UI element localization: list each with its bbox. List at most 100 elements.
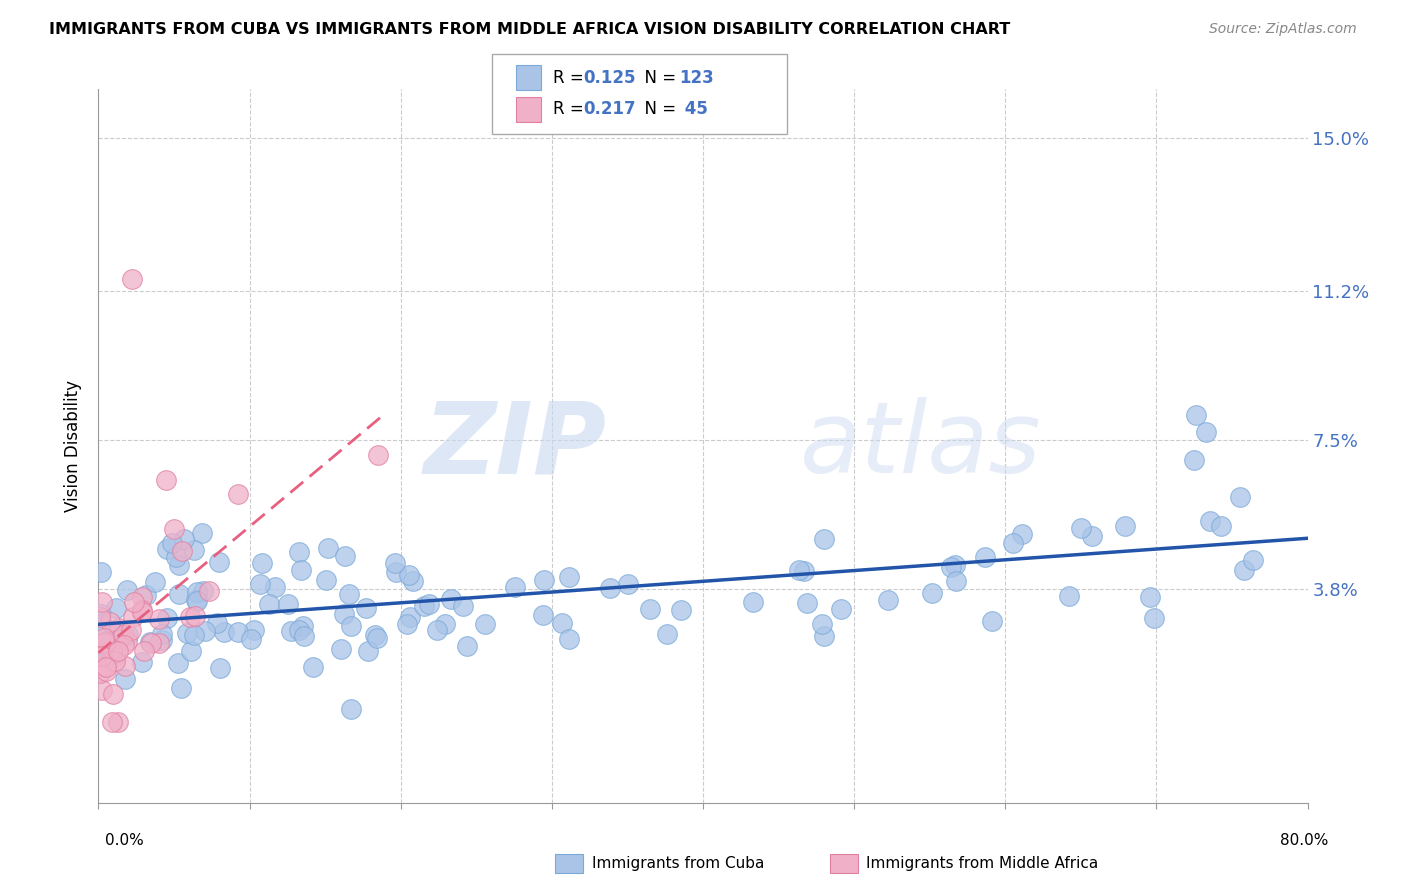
Point <box>101 715 124 730</box>
Point <box>183 608 205 623</box>
Text: 0.125: 0.125 <box>583 69 636 87</box>
Point <box>1211 519 1233 533</box>
Point <box>176 625 198 640</box>
Point <box>103 625 125 640</box>
Point <box>599 581 621 595</box>
Point <box>150 626 173 640</box>
Point <box>291 619 314 633</box>
Point <box>170 543 193 558</box>
Point <box>170 681 193 695</box>
Point <box>228 625 250 640</box>
Point <box>100 615 122 630</box>
Point <box>1241 553 1264 567</box>
Point <box>813 628 835 642</box>
Point <box>186 584 208 599</box>
Text: atlas: atlas <box>800 398 1042 494</box>
Point <box>101 628 124 642</box>
Point <box>1081 529 1104 543</box>
Point <box>384 556 406 570</box>
Point <box>103 649 125 664</box>
Point <box>367 448 389 462</box>
Point <box>191 525 214 540</box>
Point <box>302 660 325 674</box>
Point <box>418 597 440 611</box>
Point <box>91 649 114 664</box>
Point <box>288 545 311 559</box>
Text: N =: N = <box>634 69 682 87</box>
Point <box>104 644 127 658</box>
Point <box>1114 519 1136 533</box>
Point <box>186 593 208 607</box>
Text: Immigrants from Cuba: Immigrants from Cuba <box>592 856 765 871</box>
Text: R =: R = <box>553 69 589 87</box>
Point <box>112 638 135 652</box>
Point <box>1185 409 1208 423</box>
Point <box>90 595 112 609</box>
Point <box>638 602 661 616</box>
Point <box>356 601 378 615</box>
Point <box>93 631 115 645</box>
Point <box>93 659 115 673</box>
Point <box>793 564 815 578</box>
Point <box>617 577 640 591</box>
Text: IMMIGRANTS FROM CUBA VS IMMIGRANTS FROM MIDDLE AFRICA VISION DISABILITY CORRELAT: IMMIGRANTS FROM CUBA VS IMMIGRANTS FROM … <box>49 22 1011 37</box>
Point <box>141 636 163 650</box>
Point <box>100 647 122 661</box>
Point <box>453 599 475 614</box>
Point <box>115 634 138 648</box>
Point <box>89 609 111 624</box>
Point <box>155 473 177 487</box>
Point <box>183 543 205 558</box>
Point <box>395 617 418 632</box>
Point <box>94 636 117 650</box>
Text: 80.0%: 80.0% <box>1281 833 1329 847</box>
Point <box>1057 589 1080 603</box>
Point <box>1139 590 1161 604</box>
Point <box>669 603 692 617</box>
Point <box>90 639 112 653</box>
Point <box>104 600 127 615</box>
Point <box>1229 490 1251 504</box>
Text: 0.217: 0.217 <box>583 101 636 119</box>
Point <box>90 566 112 580</box>
Point <box>943 558 966 573</box>
Point <box>194 624 217 639</box>
Text: Immigrants from Middle Africa: Immigrants from Middle Africa <box>866 856 1098 871</box>
Point <box>531 607 554 622</box>
Point <box>205 616 228 631</box>
Point <box>180 644 202 658</box>
Point <box>90 607 112 621</box>
Point <box>941 560 963 574</box>
Point <box>1001 536 1024 550</box>
Point <box>138 634 160 648</box>
Point <box>91 617 114 632</box>
Point <box>131 591 153 605</box>
Point <box>156 541 179 556</box>
Point <box>167 587 190 601</box>
Point <box>810 616 832 631</box>
Text: Source: ZipAtlas.com: Source: ZipAtlas.com <box>1209 22 1357 37</box>
Point <box>179 610 201 624</box>
Point <box>385 566 408 580</box>
Point <box>120 623 142 637</box>
Point <box>89 666 111 681</box>
Point <box>402 574 425 589</box>
Point <box>364 627 387 641</box>
Text: ZIP: ZIP <box>423 398 606 494</box>
Point <box>1182 453 1205 467</box>
Text: 123: 123 <box>679 69 714 87</box>
Point <box>292 629 315 643</box>
Point <box>333 607 356 622</box>
Point <box>288 623 311 637</box>
Point <box>165 549 187 564</box>
Point <box>107 715 129 730</box>
Point <box>434 617 457 632</box>
Point <box>148 635 170 649</box>
Point <box>183 628 205 642</box>
Point <box>104 654 127 668</box>
Point <box>114 659 136 673</box>
Point <box>1070 521 1092 535</box>
Point <box>426 624 449 638</box>
Point <box>132 643 155 657</box>
Point <box>1195 425 1218 439</box>
